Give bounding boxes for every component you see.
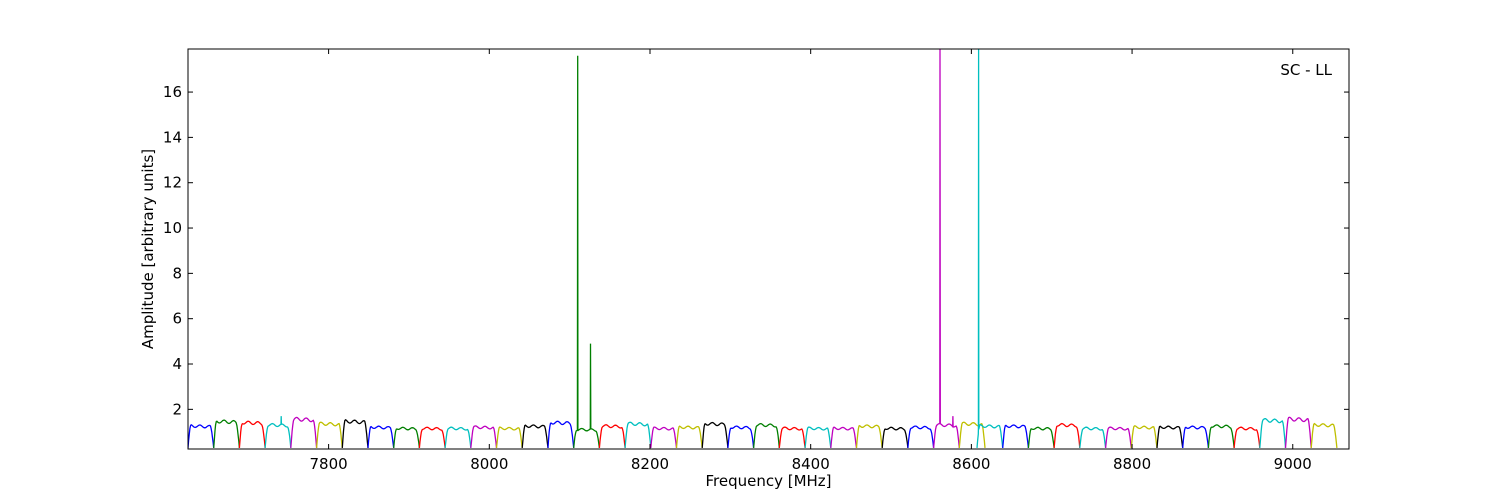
y-tick-label: 2 xyxy=(172,400,182,418)
series-line-3 xyxy=(238,420,266,448)
series-line-37 xyxy=(1104,426,1132,448)
series-line-2 xyxy=(213,419,241,448)
y-tick-label: 10 xyxy=(163,219,182,237)
series-line-27 xyxy=(855,424,883,448)
series-line-10 xyxy=(418,426,446,448)
series-line-45 xyxy=(1310,422,1338,448)
series-line-20 xyxy=(675,425,703,448)
series-line-33 xyxy=(1002,424,1030,448)
series-line-24 xyxy=(778,426,806,448)
y-tick-label: 12 xyxy=(163,174,182,192)
plot-annotation: SC - LL xyxy=(1280,61,1332,79)
series-line-12 xyxy=(470,425,498,448)
plot-lines xyxy=(188,49,1338,448)
axes-frame xyxy=(187,48,1350,450)
series-line-26 xyxy=(830,426,858,448)
series-line-31 xyxy=(958,421,986,448)
x-tick-label: 8600 xyxy=(952,455,990,473)
series-line-44 xyxy=(1284,416,1312,448)
x-tick-label: 8200 xyxy=(631,455,669,473)
series-line-38 xyxy=(1130,425,1158,448)
series-line-35 xyxy=(1053,422,1081,448)
series-line-13 xyxy=(495,426,523,448)
series-line-7 xyxy=(341,418,369,448)
series-line-32 xyxy=(976,49,1004,448)
series-line-29 xyxy=(907,425,935,448)
series-line-14 xyxy=(521,424,549,448)
y-tick-label: 6 xyxy=(172,310,182,328)
series-line-17 xyxy=(598,424,626,448)
series-line-5 xyxy=(290,416,318,448)
series-line-34 xyxy=(1027,426,1055,448)
series-line-23 xyxy=(752,422,780,448)
series-line-43 xyxy=(1259,418,1287,448)
series-line-28 xyxy=(881,426,909,448)
series-line-42 xyxy=(1233,426,1261,448)
series-line-36 xyxy=(1079,426,1107,448)
y-axis-label: Amplitude [arbitrary units] xyxy=(139,149,157,349)
series-line-16 xyxy=(573,55,601,448)
x-axis-label: Frequency [MHz] xyxy=(705,472,831,490)
y-tick-label: 14 xyxy=(163,128,182,146)
series-line-8 xyxy=(367,425,395,448)
series-line-40 xyxy=(1182,425,1210,448)
x-tick-label: 8000 xyxy=(470,455,508,473)
series-line-25 xyxy=(804,426,832,448)
series-line-19 xyxy=(650,426,678,448)
y-tick-label: 8 xyxy=(172,264,182,282)
y-tick-label: 16 xyxy=(163,83,182,101)
series-line-6 xyxy=(315,421,343,448)
x-tick-label: 8400 xyxy=(792,455,830,473)
series-line-18 xyxy=(624,421,652,448)
y-axis-ticks: 2 4 6 8 10 12 14 16 xyxy=(163,83,1349,418)
series-line-22 xyxy=(727,425,755,448)
series-line-30 xyxy=(932,49,960,448)
x-tick-label: 9000 xyxy=(1274,455,1312,473)
x-axis-ticks: 7800 8000 8200 8400 8600 8800 9000 xyxy=(310,49,1312,473)
series-line-41 xyxy=(1207,424,1235,448)
series-line-39 xyxy=(1156,425,1184,448)
series-line-1 xyxy=(188,423,215,448)
y-tick-label: 4 xyxy=(172,355,182,373)
series-line-11 xyxy=(444,426,472,448)
x-tick-label: 7800 xyxy=(310,455,348,473)
series-line-4 xyxy=(264,416,292,448)
series-line-15 xyxy=(547,420,575,448)
series-line-21 xyxy=(701,421,729,448)
series-line-9 xyxy=(393,426,421,448)
x-tick-label: 8800 xyxy=(1113,455,1151,473)
